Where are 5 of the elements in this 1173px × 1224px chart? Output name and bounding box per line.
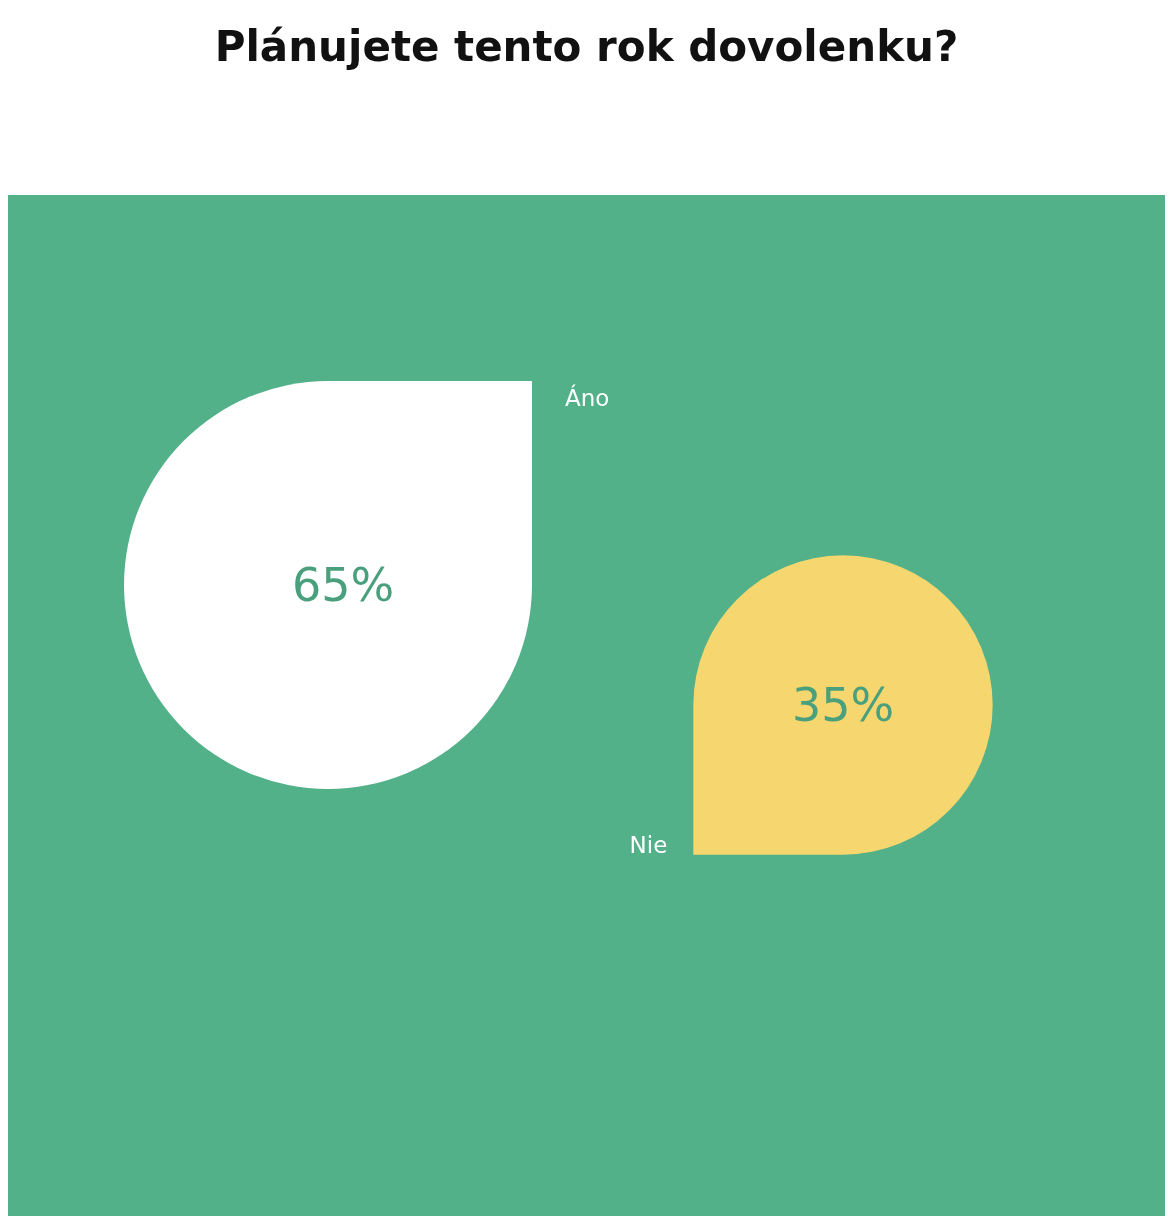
category-label: Nie — [629, 831, 668, 858]
category-label: Áno — [564, 384, 610, 412]
data-label: 35% — [791, 678, 895, 732]
data-label: 65% — [291, 558, 395, 612]
text: Plánujete tento rok dovolenku? — [213, 21, 960, 71]
